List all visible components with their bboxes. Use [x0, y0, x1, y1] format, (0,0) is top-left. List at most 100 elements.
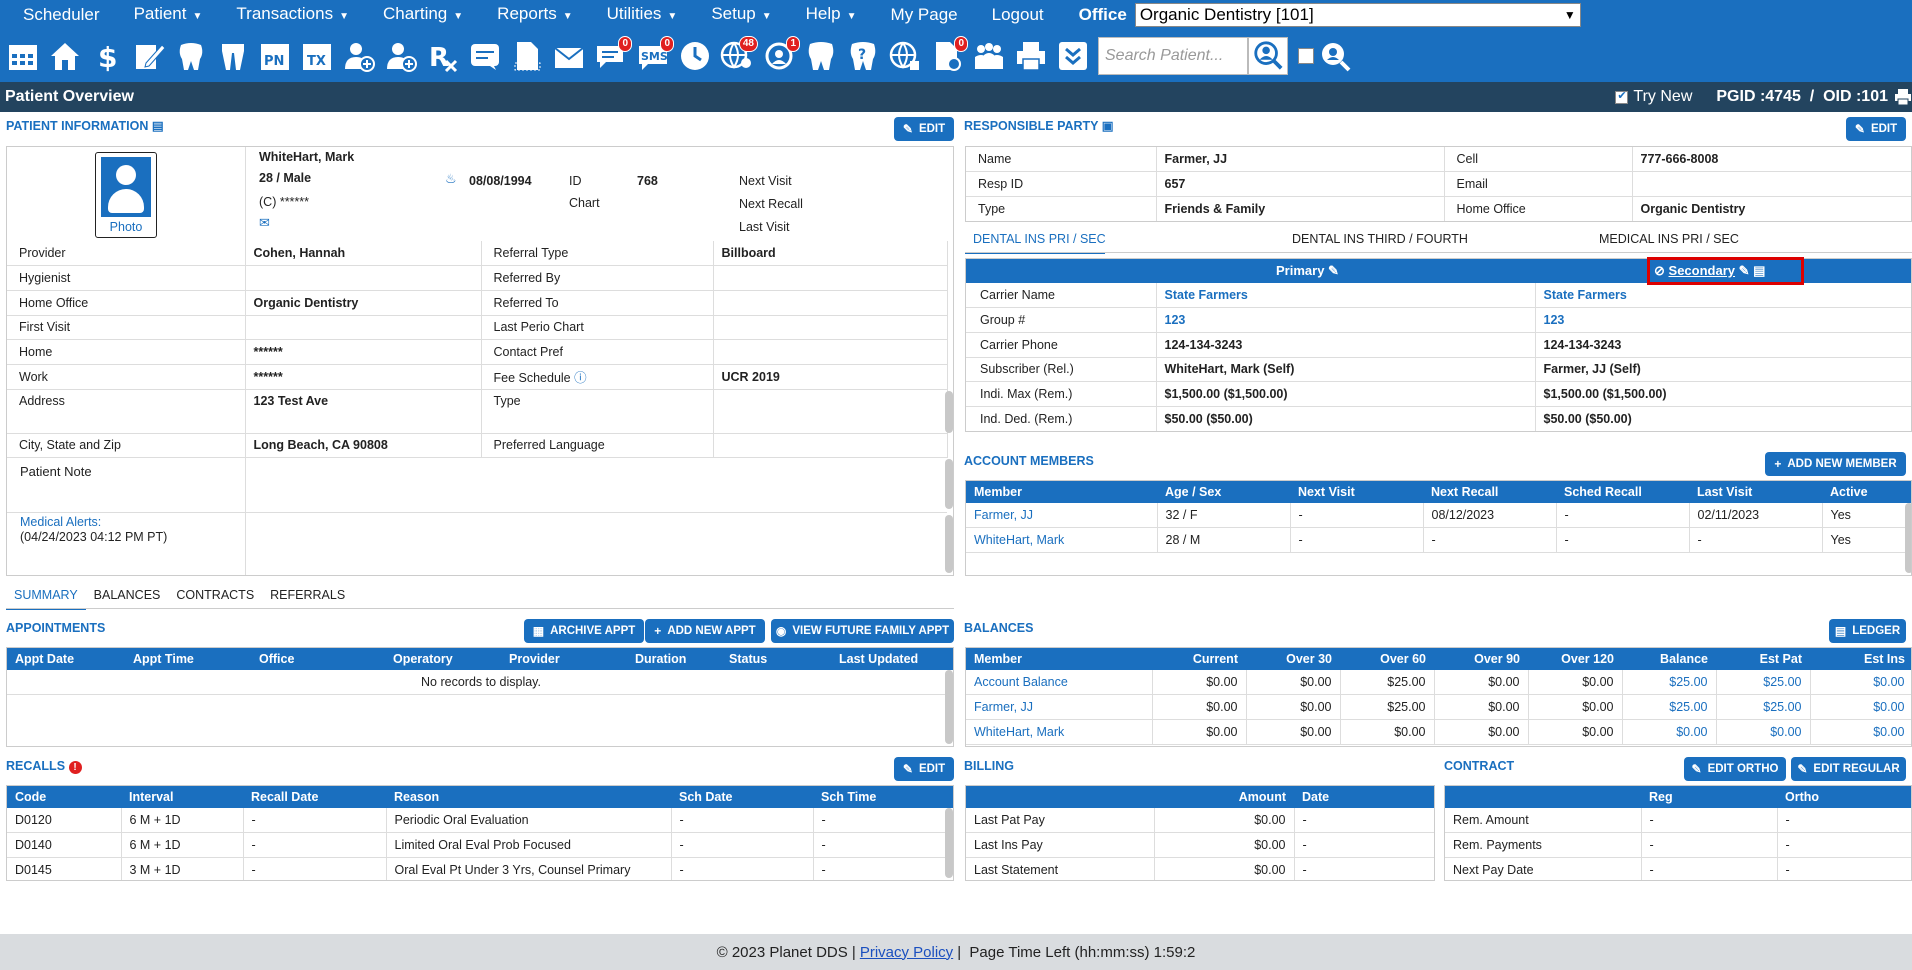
patient-edit-button[interactable]: ✎ EDIT [894, 117, 954, 141]
online-users-icon[interactable]: 48 [716, 34, 758, 78]
treatment-icon[interactable]: TX [296, 34, 338, 78]
balance-link[interactable]: $0.00 [1622, 719, 1717, 745]
help-tooth-icon[interactable]: ? [842, 34, 884, 78]
menu-my-page[interactable]: My Page [890, 5, 958, 24]
column-header[interactable]: Last Visit [1689, 481, 1822, 503]
globe-icon[interactable] [884, 34, 926, 78]
column-header[interactable]: Est Pat [1716, 648, 1810, 670]
tab-dental-third-fourth[interactable]: DENTAL INS THIRD / FOURTH [1292, 232, 1468, 246]
menu-scheduler[interactable]: Scheduler [23, 5, 100, 24]
search-patient-input[interactable]: Search Patient... [1098, 37, 1248, 75]
menu-utilities[interactable]: Utilities ▼ [606, 3, 678, 23]
id-card-icon[interactable]: ▣ [1101, 119, 1114, 133]
search-checkbox[interactable] [1298, 48, 1314, 64]
recall-icon[interactable]: 1 [758, 34, 800, 78]
column-header[interactable]: Sch Date [671, 786, 813, 808]
clipboard-icon[interactable]: ▤ [151, 119, 164, 133]
column-header[interactable]: Next Recall [1423, 481, 1556, 503]
ledger-button[interactable]: ▤ LEDGER [1829, 619, 1906, 643]
tab-medical-pri-sec[interactable]: MEDICAL INS PRI / SEC [1599, 232, 1739, 246]
progress-notes-icon[interactable]: PN [254, 34, 296, 78]
office-select[interactable]: Organic Dentistry [101] ▼ [1134, 3, 1581, 27]
column-header[interactable]: Member [966, 481, 1157, 503]
column-header[interactable]: Active [1822, 481, 1911, 503]
printer-icon[interactable] [1010, 34, 1052, 78]
tab-contracts[interactable]: CONTRACTS [176, 588, 255, 602]
column-header[interactable]: Amount [1154, 786, 1294, 808]
column-header[interactable]: Interval [121, 786, 243, 808]
column-header[interactable]: Ortho [1777, 786, 1911, 808]
search-user-icon[interactable] [1248, 37, 1288, 75]
tooth-roots-icon[interactable] [212, 34, 254, 78]
edit-ortho-button[interactable]: ✎ EDIT ORTHO [1684, 757, 1786, 781]
column-header[interactable]: Sched Recall [1556, 481, 1689, 503]
column-header[interactable]: Over 90 [1434, 648, 1528, 670]
field-value[interactable]: State Farmers [1535, 283, 1911, 309]
menu-logout[interactable]: Logout [991, 5, 1044, 24]
field-value[interactable]: 123 [1156, 307, 1536, 333]
tab-dental-pri-sec[interactable]: DENTAL INS PRI / SEC [965, 232, 1106, 254]
home-icon[interactable] [44, 34, 86, 78]
field-value[interactable]: 123 [1535, 307, 1911, 333]
column-header[interactable]: Est Ins [1810, 648, 1911, 670]
messages-icon[interactable]: 0 [590, 34, 632, 78]
menu-help[interactable]: Help ▼ [805, 3, 857, 23]
scrollbar[interactable] [945, 808, 953, 878]
column-header[interactable]: Balance [1622, 648, 1716, 670]
add-new-appt-button[interactable]: + ADD NEW APPT [645, 619, 765, 643]
column-header[interactable]: Sch Time [813, 786, 953, 808]
balance-link[interactable]: Account Balance [966, 670, 1153, 696]
menu-reports[interactable]: Reports ▼ [497, 3, 573, 23]
column-header[interactable]: Status [721, 648, 831, 670]
note-icon[interactable] [464, 34, 506, 78]
info-icon[interactable]: ⓘ [570, 371, 587, 386]
column-header[interactable]: Over 30 [1246, 648, 1340, 670]
column-header[interactable]: Recall Date [243, 786, 386, 808]
scrollbar[interactable] [945, 515, 953, 573]
column-header[interactable]: Last Updated [831, 648, 953, 670]
tooth-icon[interactable] [170, 34, 212, 78]
scrollbar[interactable] [1905, 503, 1911, 573]
column-header[interactable]: Over 120 [1528, 648, 1622, 670]
column-header[interactable]: Current [1152, 648, 1246, 670]
edit-regular-button[interactable]: ✎ EDIT REGULAR [1791, 757, 1906, 781]
column-header[interactable]: Reg [1641, 786, 1777, 808]
archive-appt-button[interactable]: ▦ ARCHIVE APPT [524, 619, 644, 643]
column-header[interactable]: Member [966, 648, 1152, 670]
edit-insurance-icon[interactable]: ✎ [1738, 263, 1750, 278]
column-header[interactable]: Next Visit [1290, 481, 1423, 503]
balance-link[interactable]: WhiteHart, Mark [966, 719, 1153, 745]
column-header[interactable]: Date [1294, 786, 1434, 808]
resp-edit-button[interactable]: ✎ EDIT [1846, 117, 1906, 141]
scrollbar[interactable] [945, 670, 953, 744]
column-header[interactable]: Duration [627, 648, 721, 670]
print-icon[interactable] [1894, 88, 1912, 106]
scrollbar[interactable] [945, 391, 953, 433]
menu-setup[interactable]: Setup ▼ [711, 3, 772, 23]
document-small-icon[interactable]: ▤ [1753, 263, 1766, 278]
mail-icon[interactable] [548, 34, 590, 78]
secondary-label[interactable]: ⊘ Secondary ✎ ▤ [1654, 263, 1766, 278]
scrollbar[interactable] [945, 459, 953, 509]
menu-transactions[interactable]: Transactions ▼ [236, 3, 349, 23]
prescription-icon[interactable]: R [422, 34, 464, 78]
member-link[interactable]: WhiteHart, Mark [966, 527, 1158, 553]
clock-icon[interactable] [674, 34, 716, 78]
tab-referrals[interactable]: REFERRALS [270, 588, 346, 602]
column-header[interactable] [1445, 786, 1641, 808]
field-value[interactable]: State Farmers [1156, 283, 1536, 309]
dollar-icon[interactable]: $ [86, 34, 128, 78]
balance-link[interactable]: $0.00 [1810, 719, 1911, 745]
edit-insurance-icon[interactable]: ✎ [1328, 263, 1339, 278]
column-header[interactable]: Operatory [385, 648, 501, 670]
tab-balances[interactable]: BALANCES [93, 588, 161, 602]
sms-icon[interactable]: SMS 0 [632, 34, 674, 78]
column-header[interactable]: Over 60 [1340, 648, 1434, 670]
balance-link[interactable]: $0.00 [1810, 670, 1911, 696]
menu-charting[interactable]: Charting ▼ [383, 3, 464, 23]
family-icon[interactable] [968, 34, 1010, 78]
calendar-icon[interactable] [2, 34, 44, 78]
tooth-chart-icon[interactable] [800, 34, 842, 78]
column-header[interactable]: Appt Time [125, 648, 251, 670]
column-header[interactable]: Code [7, 786, 121, 808]
